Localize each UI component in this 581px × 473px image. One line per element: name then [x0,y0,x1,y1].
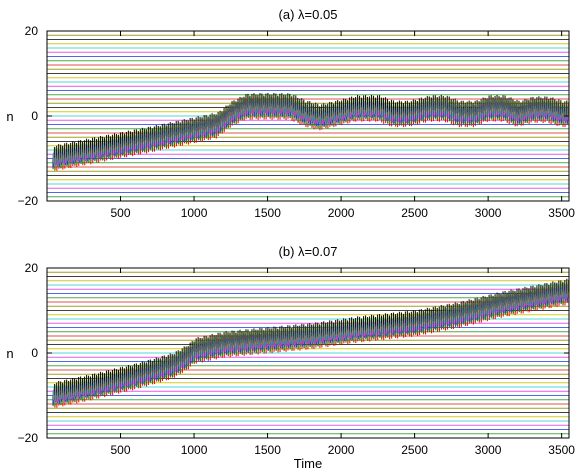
y-tick-label: 0 [31,109,38,123]
x-tick-label: 2000 [328,206,355,220]
x-tick-label: 1000 [181,443,208,457]
y-tick-label: 0 [31,346,38,360]
panel-a-title: (a) λ=0.05 [279,7,338,22]
x-tick-label: 3500 [548,206,575,220]
x-tick-label: 1000 [181,206,208,220]
x-tick-label: 3500 [548,443,575,457]
panel-b: (b) λ=0.07 n Time 500 1000 1500 2000 2500 300… [6,244,575,471]
trajectory-group [52,278,569,408]
panel-a-ylabel: n [6,109,13,124]
x-tick-label: 3000 [475,206,502,220]
panel-b-title: (b) λ=0.07 [279,244,338,259]
x-tick-label: 500 [111,206,131,220]
y-tick-label: 20 [25,24,39,38]
panel-b-ylabel: n [6,346,13,361]
trajectory-group [52,92,569,171]
panel-b-xlabel: Time [294,456,322,471]
x-tick-label: 1500 [254,206,281,220]
x-tick-label: 3000 [475,443,502,457]
x-tick-label: 500 [111,443,131,457]
y-tick-label: −20 [18,431,39,445]
x-tick-label: 1500 [254,443,281,457]
y-tick-label: 20 [25,261,39,275]
x-tick-label: 2500 [401,206,428,220]
panel-a: (a) λ=0.05 n 500 1000 1500 2000 2500 3000 3500… [6,7,575,220]
y-tick-label: −20 [18,194,39,208]
x-tick-label: 2000 [328,443,355,457]
x-tick-label: 2500 [401,443,428,457]
